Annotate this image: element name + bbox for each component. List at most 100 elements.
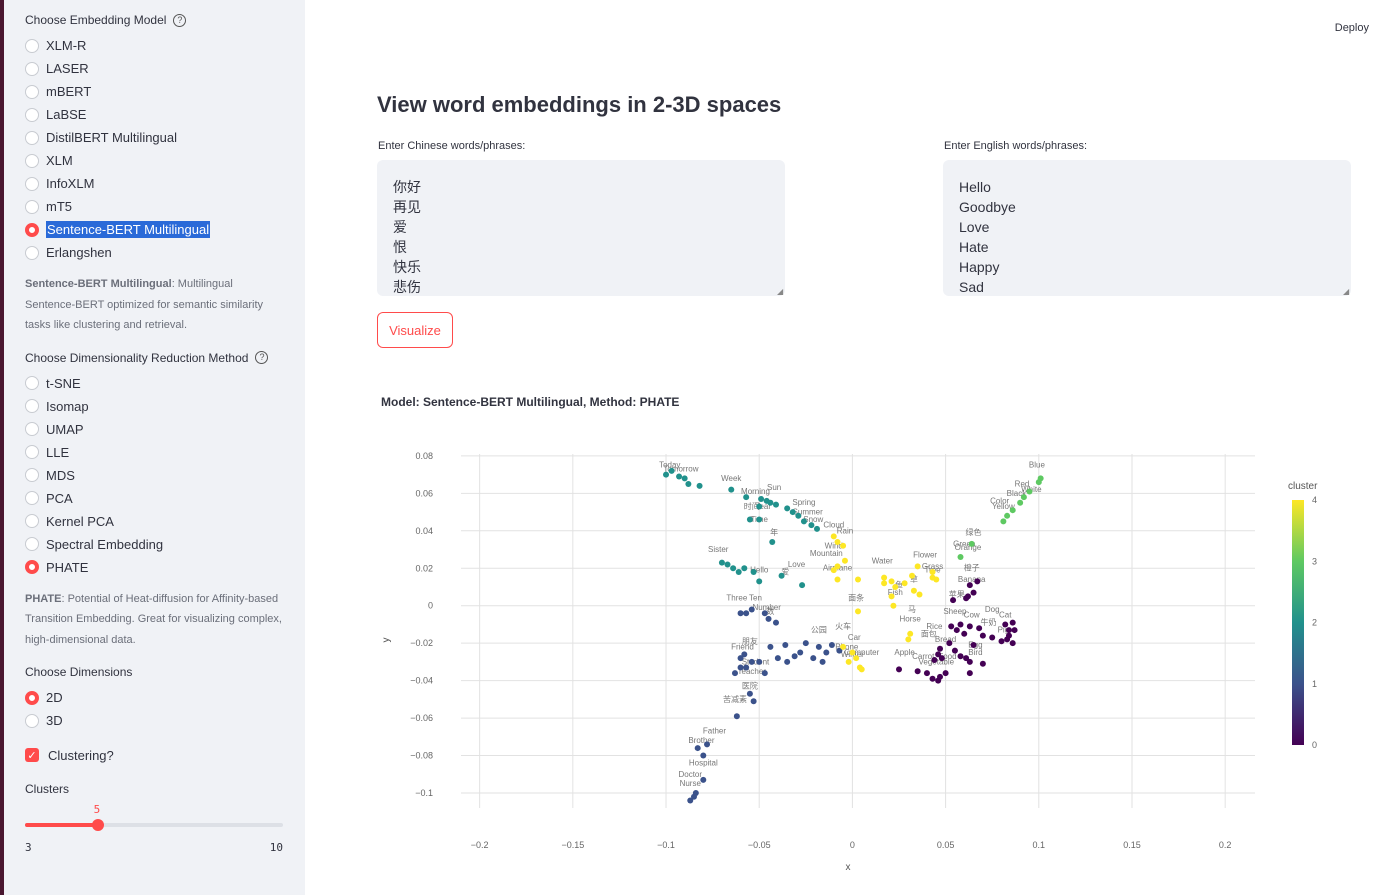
method-description-text: : Potential of Heat-diffusion for Affini… — [25, 592, 282, 646]
clusters-slider[interactable]: 5 3 10 — [25, 795, 283, 855]
radio-circle[interactable] — [25, 107, 39, 122]
dims-option[interactable]: 2D — [25, 686, 283, 709]
data-point — [765, 615, 772, 622]
data-point — [685, 480, 692, 487]
point-label: Week — [721, 474, 742, 483]
point-label: Spring — [792, 498, 815, 507]
model-option[interactable]: Erlangshen — [25, 241, 283, 264]
point-label: Pig — [998, 626, 1010, 635]
radio-circle[interactable] — [25, 376, 39, 390]
colorbar-tick-label: 4 — [1312, 495, 1317, 505]
point-label: Wind — [825, 541, 843, 550]
model-option[interactable]: LASER — [25, 57, 283, 80]
method-option[interactable]: PHATE — [25, 556, 283, 579]
point-label: 医院 — [742, 681, 758, 691]
point-label: Friend — [731, 642, 754, 651]
model-option[interactable]: XLM — [25, 149, 283, 172]
help-icon[interactable]: ? — [173, 13, 187, 27]
radio-circle[interactable] — [25, 84, 39, 99]
method-option[interactable]: UMAP — [25, 418, 283, 441]
radio-circle[interactable] — [25, 491, 39, 505]
point-label: Bird — [968, 648, 982, 657]
method-option[interactable]: Isomap — [25, 395, 283, 418]
slider-thumb[interactable] — [91, 819, 104, 831]
data-point — [1037, 475, 1044, 482]
method-option-label: Spectral Embedding — [46, 536, 164, 552]
radio-circle[interactable] — [25, 537, 39, 551]
data-point — [834, 539, 841, 546]
resize-handle-icon[interactable]: ◢ — [777, 287, 784, 296]
model-option[interactable]: mBERT — [25, 80, 283, 103]
data-point — [853, 655, 860, 662]
x-tick-label: 0 — [850, 840, 855, 850]
radio-circle[interactable] — [25, 468, 39, 482]
radio-circle[interactable] — [25, 422, 39, 436]
radio-circle[interactable] — [25, 61, 39, 76]
clustering-checkbox[interactable]: ✓ — [25, 748, 39, 762]
point-label: Water — [872, 556, 893, 565]
point-label: Cat — [999, 611, 1012, 620]
method-option-label: Kernel PCA — [46, 513, 114, 529]
data-point — [933, 576, 940, 583]
radio-circle[interactable] — [25, 560, 39, 574]
radio-circle[interactable] — [25, 514, 39, 528]
sidebar: Choose Embedding Model ? XLM-R LASER mBERT… — [0, 0, 305, 895]
visualize-button[interactable]: Visualize — [377, 312, 453, 348]
method-option[interactable]: Kernel PCA — [25, 510, 283, 533]
english-textarea[interactable]: Hello Goodbye Love Hate Happy Sad — [943, 160, 1351, 296]
data-point — [1002, 621, 1009, 628]
point-label: 马 — [908, 605, 916, 614]
data-point — [802, 640, 809, 647]
data-point — [951, 647, 958, 654]
deploy-button[interactable]: Deploy — [1334, 22, 1369, 34]
model-description-text: : Multilingual Sentence-BERT optimized f… — [25, 278, 264, 331]
slider-track[interactable] — [25, 823, 283, 827]
data-point — [800, 518, 807, 525]
y-tick-label: 0.04 — [415, 526, 433, 536]
model-option-label: InfoXLM — [46, 176, 95, 191]
method-option[interactable]: PCA — [25, 487, 283, 510]
radio-circle[interactable] — [25, 38, 39, 53]
model-option[interactable]: XLM-R — [25, 34, 283, 57]
model-option[interactable]: DistilBERT Multilingual — [25, 126, 283, 149]
radio-circle[interactable] — [25, 176, 39, 191]
data-point — [746, 516, 753, 523]
radio-circle[interactable] — [25, 153, 39, 168]
radio-circle[interactable] — [25, 199, 39, 214]
textarea-line: 快乐 — [393, 259, 421, 275]
radio-circle[interactable] — [25, 245, 39, 260]
radio-circle[interactable] — [25, 690, 39, 705]
model-option-label: mT5 — [46, 199, 72, 214]
clustering-checkbox-row[interactable]: ✓ Clustering? — [25, 745, 283, 765]
data-point — [1009, 619, 1016, 626]
radio-circle[interactable] — [25, 445, 39, 459]
method-option[interactable]: LLE — [25, 441, 283, 464]
scatter-plot[interactable]: −0.2 −0.15 −0.1 −0.05 0 0.05 0.1 0.15 0.2 0.08 0.0… — [305, 0, 1373, 895]
radio-circle[interactable] — [25, 713, 39, 728]
method-option[interactable]: t-SNE — [25, 372, 283, 395]
data-point — [663, 471, 670, 478]
radio-circle[interactable] — [25, 222, 39, 237]
method-option[interactable]: MDS — [25, 464, 283, 487]
point-label: Blue — [1029, 461, 1046, 470]
model-option[interactable]: LaBSE — [25, 103, 283, 126]
y-axis-title: y — [381, 638, 392, 643]
model-option[interactable]: mT5 — [25, 195, 283, 218]
help-icon[interactable]: ? — [255, 351, 269, 364]
dims-option[interactable]: 3D — [25, 709, 283, 732]
radio-circle[interactable] — [25, 399, 39, 413]
point-label: 苦减素 — [723, 694, 747, 704]
chinese-textarea[interactable]: 你好 再见爱恨快乐 悲伤 — [377, 160, 785, 296]
data-point — [724, 561, 731, 568]
data-point — [692, 790, 699, 797]
method-option[interactable]: Spectral Embedding — [25, 533, 283, 556]
point-label: Sister — [708, 545, 729, 554]
data-point — [888, 578, 895, 585]
data-point — [905, 636, 912, 643]
model-option[interactable]: InfoXLM — [25, 172, 283, 195]
point-label: Yellow — [992, 502, 1015, 511]
textarea-line: 恨 — [393, 239, 407, 255]
model-option[interactable]: Sentence-BERT Multilingual — [25, 218, 283, 241]
radio-circle[interactable] — [25, 130, 39, 145]
resize-handle-icon[interactable]: ◢ — [1343, 287, 1350, 296]
